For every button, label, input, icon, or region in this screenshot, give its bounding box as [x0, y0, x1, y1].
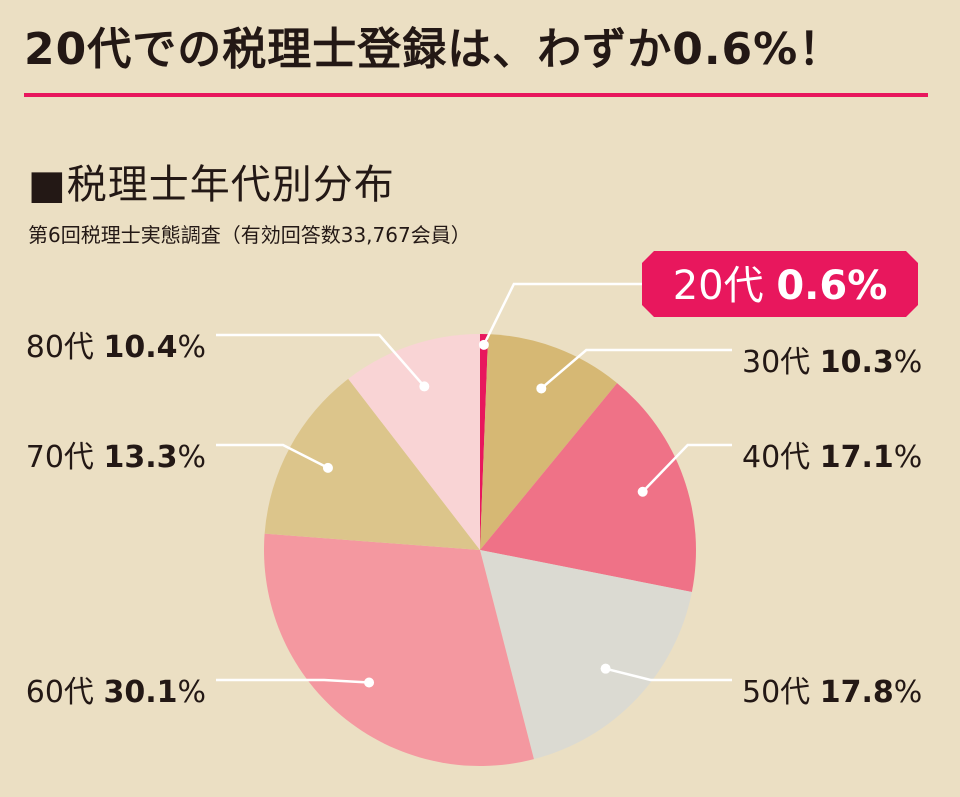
leader-polyline — [216, 443, 329, 470]
slice-label-unit: % — [177, 440, 206, 475]
pie-slice — [480, 383, 696, 592]
pie-slice — [480, 550, 692, 760]
leader-line — [478, 282, 648, 350]
slice-label-name: 70代 — [26, 440, 104, 475]
slice-label-unit: % — [894, 440, 923, 475]
leader-dot — [478, 339, 489, 350]
leader-line — [216, 333, 430, 392]
slice-label-name: 20代 — [673, 263, 777, 309]
pie-labels: 20代 0.6%30代 10.3%40代 17.1%50代 17.8%60代 3… — [26, 251, 922, 710]
leader-polyline — [605, 667, 732, 682]
leader-dot — [600, 663, 611, 674]
slice-label-name: 50代 — [742, 675, 820, 710]
leader-polyline — [540, 348, 732, 390]
slice-label-value: 30.1 — [103, 675, 177, 710]
slice-label-value: 10.3 — [820, 345, 894, 380]
slice-label-value: 0.6% — [776, 263, 887, 309]
pie-slices — [264, 333, 696, 767]
slice-label-value: 17.1 — [820, 440, 894, 475]
slice-label: 20代 0.6% — [673, 263, 888, 309]
slice-label: 30代 10.3% — [742, 345, 922, 380]
leader-polyline — [482, 282, 648, 346]
pie-slice — [480, 334, 618, 550]
slice-label: 80代 10.4% — [26, 330, 206, 365]
headline: 20代での税理士登録は、わずか0.6%！ — [24, 24, 844, 75]
pie-slice — [264, 378, 480, 550]
highlight-label: 20代 0.6% — [642, 251, 918, 317]
pie-slice — [264, 533, 534, 767]
leader-polyline — [216, 678, 370, 684]
slice-label: 50代 17.8% — [742, 675, 922, 710]
slice-label: 40代 17.1% — [742, 440, 922, 475]
pie-slice — [348, 334, 480, 550]
slice-label-unit: % — [177, 675, 206, 710]
pie-slice — [480, 333, 489, 550]
chart-title: ■税理士年代別分布 — [28, 162, 395, 208]
leader-polyline — [641, 443, 732, 493]
slice-label-name: 60代 — [26, 675, 104, 710]
leader-line — [216, 443, 333, 473]
slice-label-name: 40代 — [742, 440, 820, 475]
leader-line — [637, 443, 732, 497]
slice-label-value: 13.3 — [103, 440, 177, 475]
leader-line — [216, 677, 375, 688]
headline-rule — [24, 93, 928, 97]
slice-label-name: 30代 — [742, 345, 820, 380]
leader-line — [536, 348, 732, 394]
slice-label-value: 10.4 — [103, 330, 177, 365]
chart-subtitle: 第6回税理士実態調査（有効回答数33,767会員） — [28, 223, 471, 247]
slice-label: 70代 13.3% — [26, 440, 206, 475]
leader-line — [600, 663, 732, 682]
highlight-badge — [642, 251, 918, 317]
leader-polyline — [216, 333, 426, 388]
slice-label: 60代 30.1% — [26, 675, 206, 710]
slice-label-name: 80代 — [26, 330, 104, 365]
slice-label-unit: % — [894, 345, 923, 380]
slice-label-value: 17.8 — [820, 675, 894, 710]
slice-label-unit: % — [894, 675, 923, 710]
slice-label-unit: % — [177, 330, 206, 365]
